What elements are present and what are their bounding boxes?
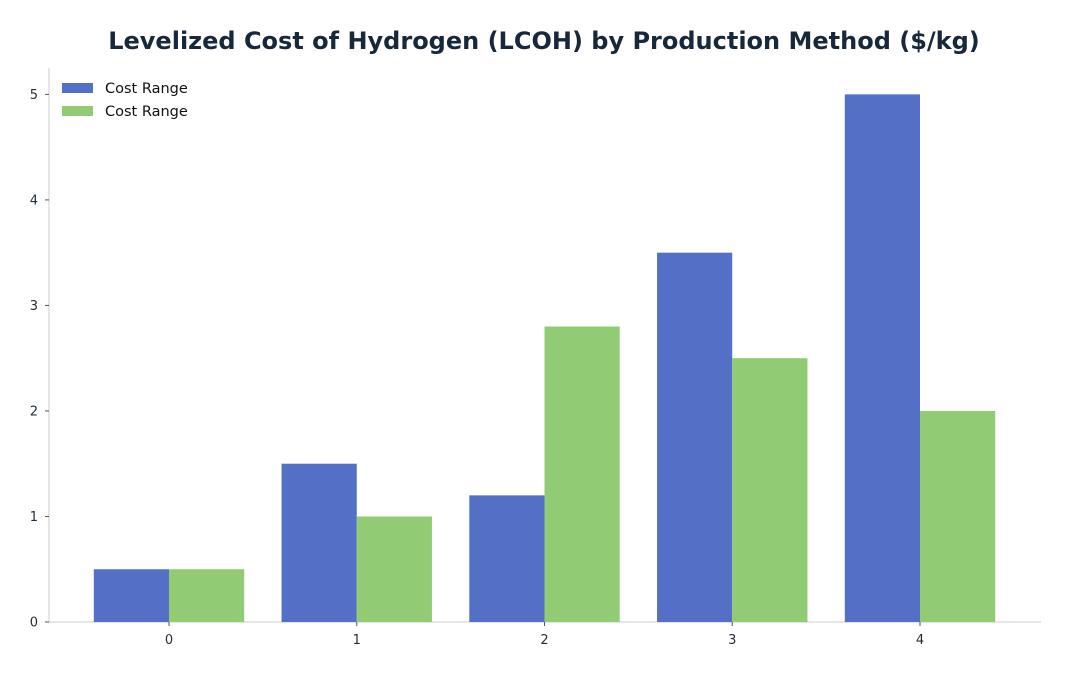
bar-series-1-cat-2 xyxy=(544,326,620,622)
legend-swatch xyxy=(62,83,93,93)
bars xyxy=(93,94,996,622)
legend-label: Cost Range xyxy=(105,104,188,120)
bar-series-1-cat-1 xyxy=(356,516,432,622)
y-tick-label: 3 xyxy=(30,299,38,314)
tick-labels: 0 1 2 3 4 5 0 1 2 3 4 xyxy=(30,88,924,648)
bar-series-0-cat-3 xyxy=(657,252,733,622)
y-tick-label: 5 xyxy=(30,88,38,103)
x-tick-label: 2 xyxy=(540,633,548,648)
x-tick-label: 3 xyxy=(728,633,736,648)
legend: Cost Range Cost Range xyxy=(62,81,188,120)
bar-series-1-cat-3 xyxy=(732,358,808,622)
x-tick-label: 0 xyxy=(165,633,173,648)
bar-series-0-cat-4 xyxy=(844,94,920,622)
bar-series-0-cat-1 xyxy=(281,463,357,622)
bar-series-1-cat-0 xyxy=(169,569,245,622)
legend-swatch xyxy=(62,106,93,116)
bar-series-0-cat-2 xyxy=(469,495,545,622)
x-tick-label: 1 xyxy=(353,633,361,648)
bar-series-1-cat-4 xyxy=(920,410,996,622)
bar-series-0-cat-0 xyxy=(93,569,169,622)
y-tick-label: 2 xyxy=(30,404,38,419)
y-tick-label: 4 xyxy=(30,193,38,208)
y-tick-label: 1 xyxy=(30,510,38,525)
chart-title: Levelized Cost of Hydrogen (LCOH) by Pro… xyxy=(108,27,980,55)
x-tick-label: 4 xyxy=(916,633,924,648)
y-tick-label: 0 xyxy=(30,616,38,631)
legend-label: Cost Range xyxy=(105,81,188,97)
